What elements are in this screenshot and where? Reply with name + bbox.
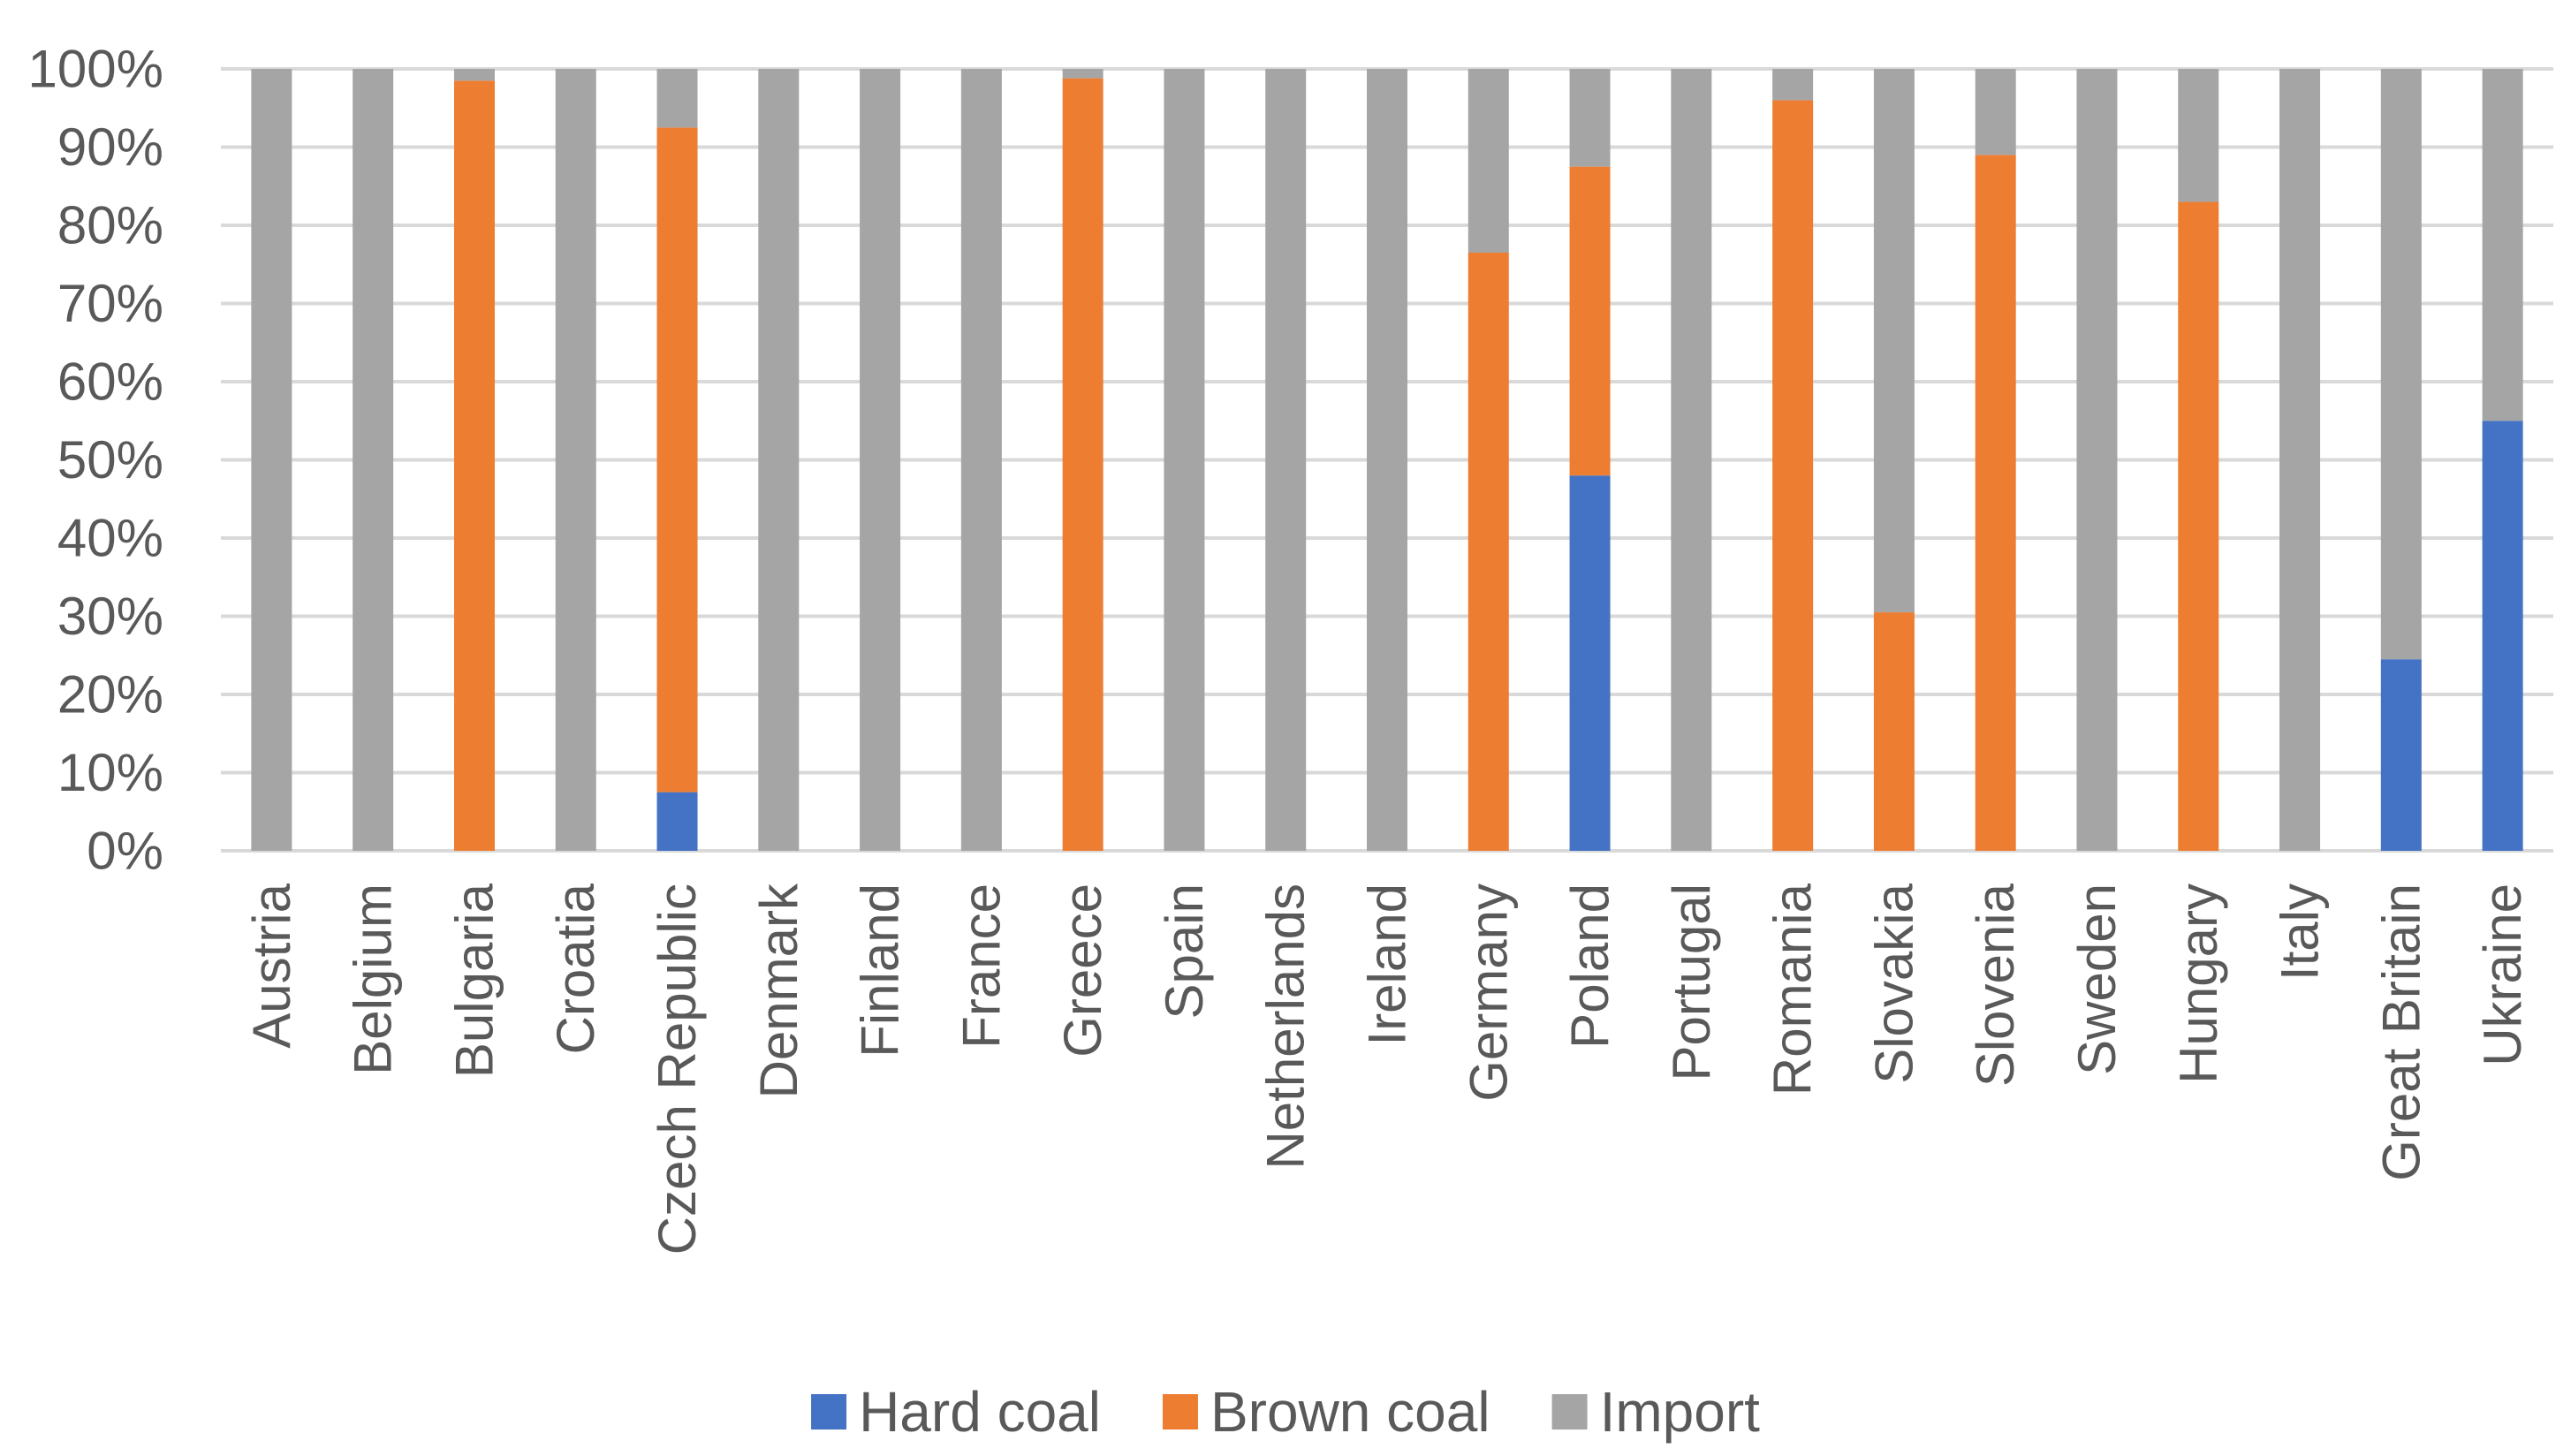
y-tick-label: 80% — [57, 196, 163, 255]
y-tick-label: 70% — [57, 274, 163, 333]
bar-segment-brown-coal — [1569, 166, 1611, 476]
bar-segment-import — [860, 69, 901, 851]
x-tick-label: Slovakia — [1864, 883, 1923, 1083]
x-tick-label: Great Britain — [2371, 883, 2431, 1181]
bar-segment-import — [1569, 69, 1611, 167]
bar-segment-import — [1468, 69, 1509, 253]
bar-segment-import — [960, 69, 1002, 851]
bar-segment-import — [453, 69, 495, 81]
bar-segment-import — [353, 69, 394, 851]
x-tick-label: Ireland — [1358, 883, 1417, 1045]
x-tick-label: Austria — [242, 883, 301, 1048]
x-tick-label: Netherlands — [1256, 883, 1316, 1170]
bar-segment-import — [2482, 69, 2523, 421]
x-tick-label: Portugal — [1662, 883, 1721, 1081]
legend-label: Hard coal — [859, 1380, 1101, 1444]
y-tick-label: 0% — [87, 822, 163, 881]
y-tick-label: 60% — [57, 353, 163, 412]
legend: Hard coal Brown coal Import — [811, 1380, 1760, 1444]
legend-item-hard-coal: Hard coal — [811, 1380, 1101, 1444]
x-tick-label: Ukraine — [2473, 883, 2532, 1066]
bar-segment-import — [1367, 69, 1407, 851]
bar-segment-import — [1164, 69, 1205, 851]
legend-label: Import — [1600, 1380, 1761, 1444]
legend-item-import: Import — [1551, 1380, 1761, 1444]
x-tick-label: Croatia — [546, 883, 605, 1054]
bar-segment-import — [2178, 69, 2219, 202]
bar-segment-brown-coal — [453, 80, 495, 851]
bar-segment-import — [1873, 69, 1915, 613]
y-tick-label: 20% — [57, 665, 163, 724]
bar-segment-brown-coal — [1772, 100, 1814, 851]
x-axis-category-labels: Austria Belgium Bulgaria Croatia Czech Repub… — [242, 883, 2532, 1255]
bar-segment-brown-coal — [1873, 612, 1915, 851]
bar-segment-hard-coal — [656, 792, 698, 851]
x-tick-label: Czech Republic — [648, 883, 707, 1255]
legend-swatch — [811, 1394, 847, 1429]
bar-segment-brown-coal — [656, 127, 698, 792]
bar-segment-brown-coal — [1468, 252, 1509, 852]
y-axis-tick-labels: 0% 10% 20% 30% 40% 50% 60% 70% 80% 90% 100% — [28, 40, 163, 881]
x-tick-label: Belgium — [344, 883, 403, 1075]
bar-segment-brown-coal — [1062, 78, 1103, 852]
x-tick-label: Finland — [851, 883, 910, 1058]
bar-segment-import — [2380, 69, 2422, 660]
x-tick-label: Spain — [1155, 883, 1214, 1019]
y-tick-label: 90% — [57, 118, 163, 177]
x-tick-label: Bulgaria — [444, 883, 504, 1078]
x-tick-label: Denmark — [749, 883, 808, 1098]
x-tick-label: Sweden — [2067, 883, 2127, 1075]
legend-swatch — [1551, 1394, 1588, 1429]
bars — [251, 69, 2523, 852]
y-tick-label: 40% — [57, 509, 163, 568]
x-tick-label: Slovenia — [1966, 883, 2025, 1087]
y-tick-label: 50% — [57, 430, 163, 489]
bar-segment-import — [1062, 69, 1103, 79]
bar-segment-hard-coal — [1569, 475, 1611, 851]
bar-segment-import — [656, 69, 698, 128]
bar-segment-import — [2076, 69, 2118, 851]
bar-segment-hard-coal — [2482, 421, 2523, 851]
bar-segment-brown-coal — [1975, 155, 2016, 852]
x-tick-label: Greece — [1053, 883, 1112, 1058]
x-tick-label: France — [952, 883, 1011, 1049]
x-tick-label: Italy — [2271, 883, 2330, 981]
x-tick-label: Hungary — [2169, 883, 2228, 1084]
bar-segment-import — [555, 69, 596, 851]
legend-label: Brown coal — [1210, 1380, 1490, 1444]
bar-segment-import — [2279, 69, 2321, 851]
bar-segment-import — [1772, 69, 1814, 101]
bar-segment-import — [1975, 69, 2016, 155]
legend-swatch — [1162, 1394, 1198, 1429]
y-tick-label: 30% — [57, 587, 163, 646]
bar-segment-brown-coal — [2178, 201, 2219, 851]
legend-item-brown-coal: Brown coal — [1162, 1380, 1490, 1444]
x-tick-label: Romania — [1763, 883, 1823, 1096]
bar-segment-import — [1265, 69, 1307, 851]
x-tick-label: Poland — [1560, 883, 1619, 1049]
y-tick-label: 100% — [28, 40, 163, 99]
x-tick-label: Germany — [1459, 883, 1518, 1102]
bar-segment-import — [758, 69, 800, 851]
y-tick-label: 10% — [57, 743, 163, 802]
bar-segment-import — [1671, 69, 1712, 851]
bar-segment-import — [251, 69, 292, 851]
bar-segment-hard-coal — [2380, 659, 2422, 851]
